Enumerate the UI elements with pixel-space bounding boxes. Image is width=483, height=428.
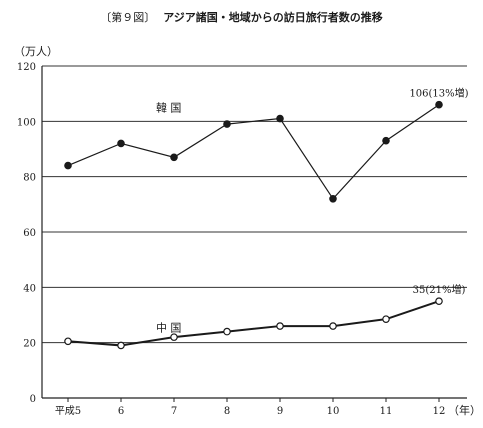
series-end-label: 106(13%増): [409, 87, 468, 100]
data-point: [329, 322, 337, 330]
y-tick-label: 60: [23, 228, 36, 239]
y-tick-label: 100: [17, 117, 36, 128]
data-point: [117, 341, 125, 350]
x-tick-label: 9: [277, 406, 283, 417]
x-tick-label: 12: [433, 406, 446, 417]
data-point: [276, 322, 284, 330]
y-tick-label: 120: [17, 62, 36, 73]
series-line-0: [67, 104, 440, 200]
data-point: [223, 120, 231, 128]
data-point: [223, 327, 231, 336]
x-tick-label: 平成5: [55, 405, 81, 417]
x-tick-label: 8: [224, 406, 230, 417]
series-line-1: [67, 300, 440, 347]
series-name-label: 韓 国: [156, 101, 182, 114]
data-point: [382, 136, 390, 145]
figure-title: アジア諸国・地域からの訪日旅行者数の推移: [163, 11, 383, 24]
x-tick-label: 6: [118, 406, 124, 417]
figure-number: 〔第９図〕: [100, 11, 156, 24]
x-tick-label: 10: [327, 406, 340, 417]
x-tick-label: 11: [380, 406, 393, 417]
data-point: [382, 315, 390, 323]
data-point: [329, 195, 337, 203]
series-name-label: 中 国: [156, 321, 182, 334]
data-point: [170, 333, 178, 341]
x-tick-label: 7: [171, 406, 177, 417]
y-tick-label: 0: [30, 394, 36, 405]
y-tick-label: 20: [23, 339, 36, 350]
data-point: [435, 297, 443, 305]
y-axis-unit: （万人）: [14, 45, 58, 58]
series-end-label: 35(21%増): [413, 283, 466, 296]
x-axis-unit: （年）: [448, 404, 481, 417]
data-point: [435, 100, 443, 109]
data-point: [276, 114, 284, 123]
data-point: [117, 139, 125, 148]
y-tick-label: 80: [23, 173, 36, 184]
data-point: [64, 337, 72, 346]
data-point: [64, 161, 72, 170]
y-tick-label: 40: [23, 283, 36, 294]
chart-title: 〔第９図〕 アジア諸国・地域からの訪日旅行者数の推移: [0, 9, 483, 25]
data-point: [170, 153, 178, 162]
